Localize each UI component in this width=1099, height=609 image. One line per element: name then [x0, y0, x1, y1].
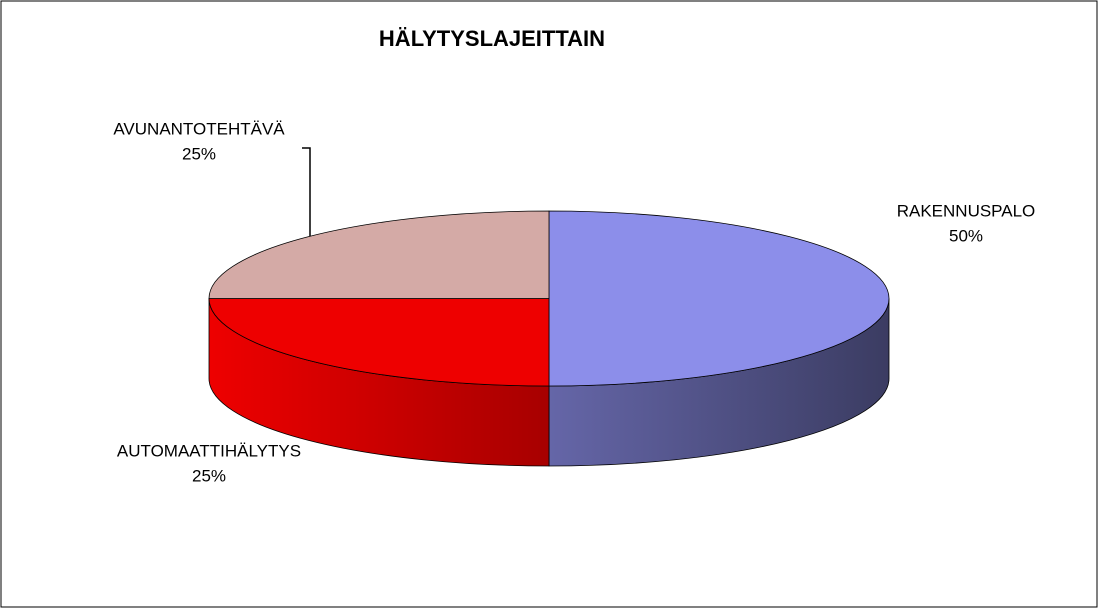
pie-slice: [208, 210, 550, 299]
data-label-category: RAKENNUSPALO: [897, 201, 1036, 220]
leader-line: [302, 147, 311, 236]
data-label-value: 50%: [949, 226, 983, 245]
data-label-category: AVUNANTOTEHTÄVÄ: [113, 119, 285, 138]
data-label-value: 25%: [182, 144, 216, 163]
chart-title: HÄLYTYSLAJEITTAIN: [379, 26, 605, 51]
data-label-value: 25%: [192, 466, 226, 485]
pie-slice: [548, 210, 890, 387]
data-label-category: AUTOMAATTIHÄLYTYS: [117, 441, 301, 460]
pie-slice: [208, 298, 550, 387]
